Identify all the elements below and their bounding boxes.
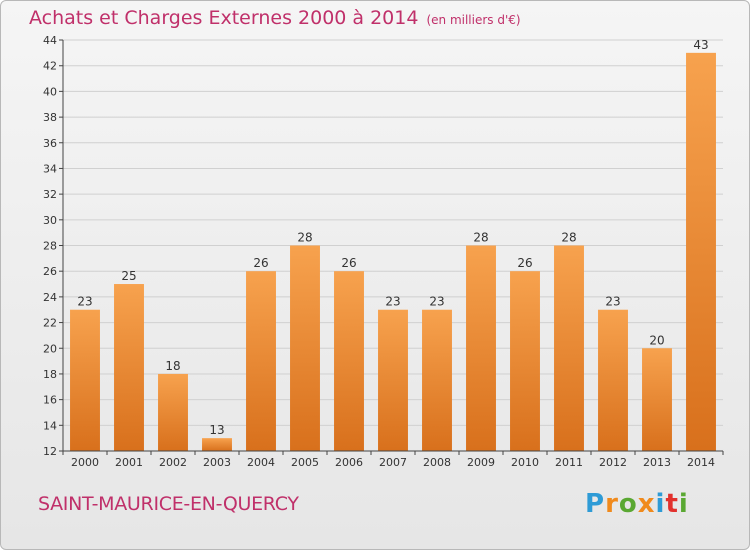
bar-value-label: 28 [297, 231, 312, 245]
x-tick-label: 2006 [335, 456, 363, 469]
x-tick-label: 2001 [115, 456, 143, 469]
bar-2001 [114, 284, 144, 451]
logo-letter: i [678, 489, 689, 519]
bar-2000 [70, 309, 100, 451]
x-tick-label: 2004 [247, 456, 275, 469]
x-tick-label: 2007 [379, 456, 407, 469]
bar-value-label: 26 [517, 256, 532, 270]
x-tick-label: 2013 [643, 456, 671, 469]
y-tick-label: 12 [43, 445, 57, 458]
logo-letter: t [665, 489, 679, 519]
bar-value-label: 43 [693, 38, 708, 52]
bar-value-label: 23 [385, 295, 400, 309]
bar-value-label: 20 [649, 333, 664, 347]
chart-unit: (en milliers d'€) [426, 13, 521, 27]
y-tick-label: 30 [43, 214, 57, 227]
proxiti-logo: Proxiti [585, 489, 689, 519]
bar-2006 [334, 271, 364, 451]
y-tick-label: 22 [43, 317, 57, 330]
bar-value-label: 26 [341, 256, 356, 270]
town-name: SAINT-MAURICE-EN-QUERCY [38, 493, 299, 515]
x-tick-label: 2011 [555, 456, 583, 469]
x-tick-label: 2008 [423, 456, 451, 469]
bar-2013 [642, 348, 672, 451]
chart-title-text: Achats et Charges Externes 2000 à 2014 [29, 7, 419, 29]
y-tick-label: 42 [43, 60, 57, 73]
y-tick-label: 34 [43, 162, 57, 175]
bar-value-label: 13 [209, 423, 224, 437]
logo-letter: i [655, 489, 666, 519]
logo-letter: o [618, 489, 638, 519]
bar-value-label: 26 [253, 256, 268, 270]
y-tick-label: 32 [43, 188, 57, 201]
bar-2007 [378, 309, 408, 451]
y-tick-label: 18 [43, 368, 57, 381]
x-tick-label: 2009 [467, 456, 495, 469]
bar-2003 [202, 438, 232, 451]
bar-value-label: 23 [429, 295, 444, 309]
y-tick-label: 44 [43, 34, 57, 47]
bar-2005 [290, 245, 320, 451]
bar-2004 [246, 271, 276, 451]
x-tick-label: 2010 [511, 456, 539, 469]
y-tick-label: 24 [43, 291, 57, 304]
y-tick-label: 26 [43, 265, 57, 278]
bar-value-label: 28 [473, 231, 488, 245]
y-tick-label: 20 [43, 342, 57, 355]
bar-value-label: 23 [605, 295, 620, 309]
bar-2002 [158, 373, 188, 451]
logo-letter: x [637, 489, 656, 519]
x-tick-label: 2005 [291, 456, 319, 469]
logo-letter: r [605, 489, 619, 519]
bar-2010 [510, 271, 540, 451]
y-tick-label: 16 [43, 394, 57, 407]
logo-letter: P [585, 489, 606, 519]
y-tick-label: 38 [43, 111, 57, 124]
x-tick-label: 2014 [687, 456, 715, 469]
y-tick-label: 36 [43, 137, 57, 150]
bar-value-label: 25 [121, 269, 136, 283]
y-tick-label: 28 [43, 240, 57, 253]
x-tick-label: 2000 [71, 456, 99, 469]
bar-2014 [686, 52, 716, 451]
y-tick-label: 14 [43, 419, 57, 432]
y-tick-label: 40 [43, 85, 57, 98]
bar-2012 [598, 309, 628, 451]
x-tick-label: 2012 [599, 456, 627, 469]
bar-2008 [422, 309, 452, 451]
bar-value-label: 23 [77, 295, 92, 309]
chart-title: Achats et Charges Externes 2000 à 2014 (e… [29, 7, 521, 29]
bar-value-label: 18 [165, 359, 180, 373]
x-tick-label: 2003 [203, 456, 231, 469]
bar-value-label: 28 [561, 231, 576, 245]
bar-2011 [554, 245, 584, 451]
bar-2009 [466, 245, 496, 451]
x-tick-label: 2002 [159, 456, 187, 469]
